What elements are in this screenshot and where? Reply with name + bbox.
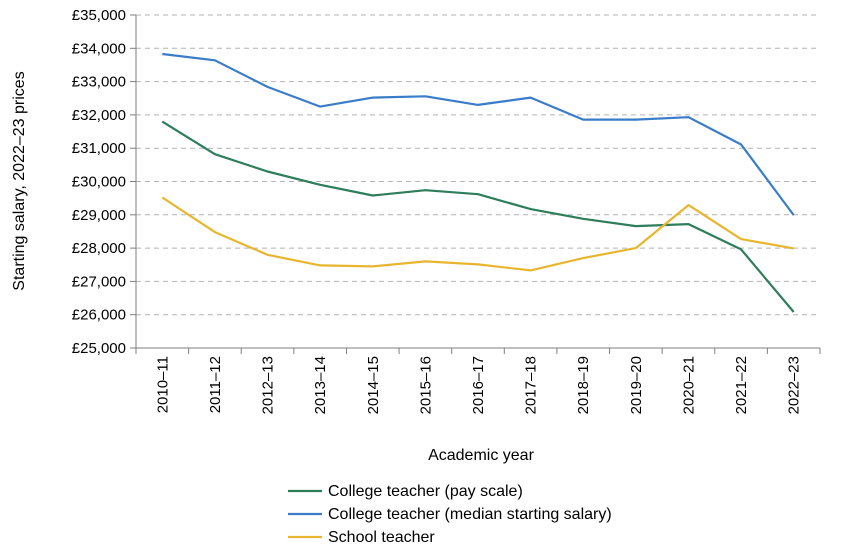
x-tick-label: 2011–12: [207, 356, 224, 413]
y-tick-labels: £25,000 £26,000 £27,000 £28,000 £29,000 £30,0…: [72, 7, 126, 357]
x-tick-label: 2016–17: [470, 356, 487, 414]
y-tick-label: £35,000: [72, 7, 126, 24]
x-tick-label: 2021–22: [733, 356, 750, 414]
axes: [135, 15, 821, 354]
series-lines: [161, 52, 795, 313]
x-tick-label: 2012–13: [260, 356, 277, 414]
x-tick-label: 2015–16: [417, 356, 434, 414]
gridlines: [130, 14, 820, 349]
x-tick-label: 2018–19: [575, 356, 592, 414]
y-tick-label: £26,000: [72, 307, 126, 324]
y-tick-label: £28,000: [72, 240, 126, 257]
y-tick-label: £33,000: [72, 74, 126, 91]
y-tick-label: £27,000: [72, 273, 126, 290]
y-tick-label: £25,000: [72, 340, 126, 357]
y-axis-title: Starting salary, 2022–23 prices: [11, 71, 28, 290]
series-line-3: [161, 196, 794, 272]
series-line-2: [162, 52, 795, 216]
y-tick-label: £31,000: [72, 140, 126, 157]
legend-label: School teacher: [328, 529, 435, 546]
x-tick-label: 2022–23: [786, 356, 803, 414]
legend-label: College teacher (median starting salary): [328, 506, 612, 523]
series-line-1: [161, 120, 795, 313]
x-tick-labels: 2010–11 2011–12 2012–13 2013–14 2014–15 2015–…: [154, 356, 802, 414]
x-tick-label: 2020–21: [680, 356, 697, 414]
x-tick-label: 2014–15: [365, 356, 382, 414]
y-tick-label: £29,000: [72, 207, 126, 224]
y-tick-label: £34,000: [72, 40, 126, 57]
x-tick-label: 2017–18: [523, 356, 540, 414]
legend: College teacher (pay scale) College teach…: [288, 483, 612, 546]
y-tick-label: £32,000: [72, 107, 126, 124]
y-tick-label: £30,000: [72, 174, 126, 191]
x-tick-label: 2010–11: [154, 356, 171, 413]
x-tick-label: 2013–14: [312, 356, 329, 414]
legend-label: College teacher (pay scale): [328, 483, 523, 500]
x-axis-title: Academic year: [428, 447, 534, 464]
x-tick-label: 2019–20: [628, 356, 645, 414]
